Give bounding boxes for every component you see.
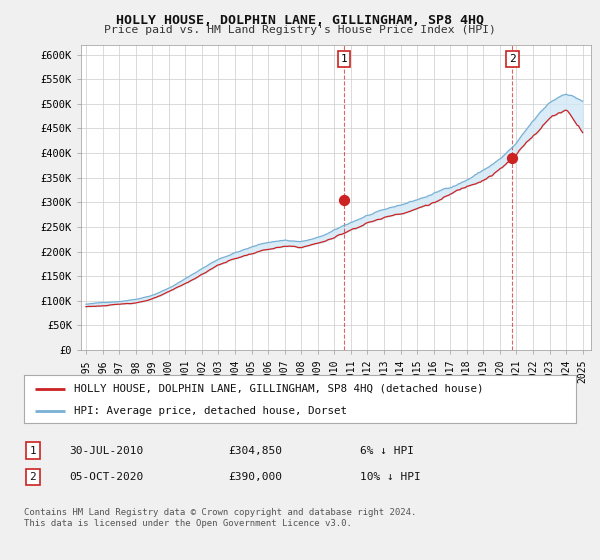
- Text: HOLLY HOUSE, DOLPHIN LANE, GILLINGHAM, SP8 4HQ: HOLLY HOUSE, DOLPHIN LANE, GILLINGHAM, S…: [116, 14, 484, 27]
- Text: 1: 1: [29, 446, 37, 456]
- Point: [508, 153, 517, 162]
- Text: Price paid vs. HM Land Registry's House Price Index (HPI): Price paid vs. HM Land Registry's House …: [104, 25, 496, 35]
- Text: HPI: Average price, detached house, Dorset: HPI: Average price, detached house, Dors…: [74, 406, 347, 416]
- Text: £304,850: £304,850: [228, 446, 282, 456]
- Text: 1: 1: [341, 54, 347, 64]
- Text: 2: 2: [509, 54, 516, 64]
- Text: HOLLY HOUSE, DOLPHIN LANE, GILLINGHAM, SP8 4HQ (detached house): HOLLY HOUSE, DOLPHIN LANE, GILLINGHAM, S…: [74, 384, 483, 394]
- Text: 2: 2: [29, 472, 37, 482]
- Text: 05-OCT-2020: 05-OCT-2020: [69, 472, 143, 482]
- Text: 10% ↓ HPI: 10% ↓ HPI: [360, 472, 421, 482]
- Point: [339, 195, 349, 204]
- Text: Contains HM Land Registry data © Crown copyright and database right 2024.
This d: Contains HM Land Registry data © Crown c…: [24, 508, 416, 528]
- Text: 6% ↓ HPI: 6% ↓ HPI: [360, 446, 414, 456]
- Text: 30-JUL-2010: 30-JUL-2010: [69, 446, 143, 456]
- Text: £390,000: £390,000: [228, 472, 282, 482]
